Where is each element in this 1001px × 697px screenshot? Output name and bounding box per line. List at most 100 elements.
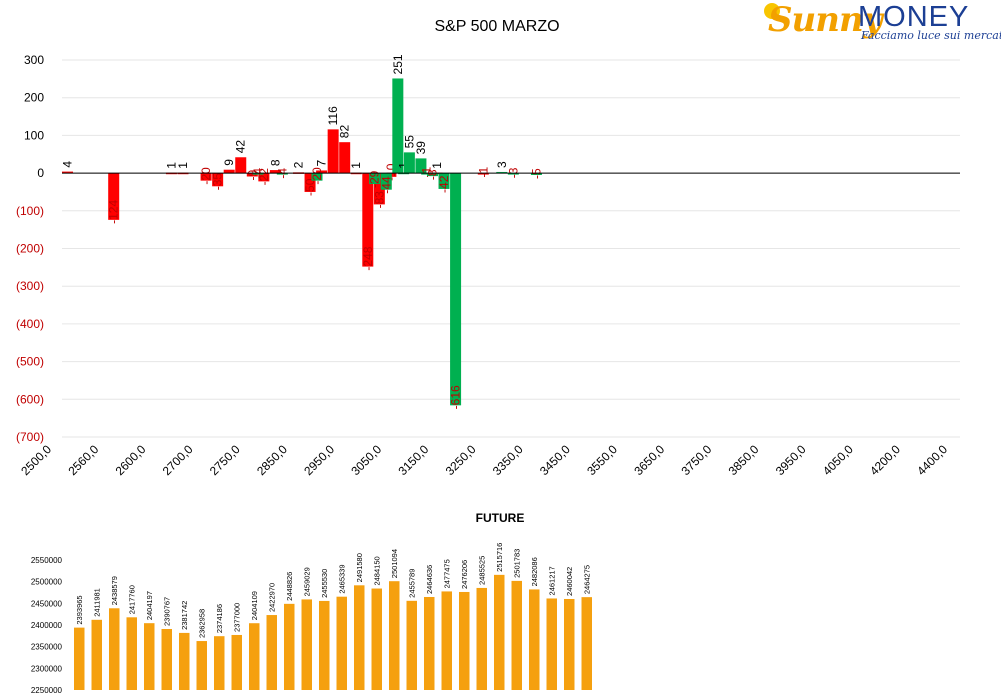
x-tick-label: 2600,0 [113,442,149,478]
data-label: -124 [107,200,121,224]
bar [252,173,264,175]
data-label: 1 [176,162,190,169]
future-data-label: 2501094 [390,549,399,578]
x-tick-label: 3550,0 [584,442,620,478]
future-data-label: 2501783 [513,549,522,578]
future-bar [144,623,155,690]
future-bar [319,600,330,690]
future-data-label: 2422970 [268,583,277,612]
future-bar [266,615,277,690]
future-y-tick-label: 2450000 [31,599,63,608]
y-tick-label: (700) [16,430,44,444]
future-bar [494,574,505,690]
data-label: -44 [379,176,393,194]
future-data-label: 2484150 [373,556,382,585]
bar [223,169,235,174]
future-data-label: 2438579 [110,576,119,605]
future-bar [354,585,365,690]
future-bar [476,587,487,690]
chart-title: S&P 500 MARZO [434,18,559,35]
future-data-label: 2448826 [285,572,294,601]
future-bar [546,598,557,690]
bar [369,173,381,185]
x-tick-label: 3350,0 [490,442,526,478]
x-tick-label: 4200,0 [867,442,903,478]
bar [380,173,392,190]
x-tick-label: 3250,0 [443,442,479,478]
future-y-tick-label: 2250000 [31,686,63,695]
future-bar [214,636,225,690]
bar [438,173,450,189]
y-tick-label: 300 [24,53,44,67]
future-data-label: 2515716 [495,543,504,572]
data-label: -20 [199,167,213,185]
future-data-label: 2482086 [530,557,539,586]
future-y-tick-label: 2550000 [31,556,63,565]
bar [392,78,404,174]
future-y-tick-label: 2300000 [31,664,63,673]
data-label: -22 [257,168,271,186]
y-tick-label: (400) [16,317,44,331]
future-data-label: 2461217 [548,566,557,595]
future-bar [301,599,312,690]
y-tick-label: (300) [16,279,44,293]
y-tick-label: (100) [16,204,44,218]
future-y-tick-label: 2500000 [31,578,63,587]
future-data-label: 2377000 [233,603,242,632]
y-tick-label: 100 [24,128,44,142]
future-title: FUTURE [476,511,525,525]
bar [327,129,339,174]
future-bar [406,600,417,690]
data-label: 4 [61,161,75,168]
bar [339,142,351,174]
future-data-label: 2464275 [583,565,592,594]
data-label: 1 [164,162,178,169]
x-tick-label: 3450,0 [537,442,573,478]
bar [421,173,433,175]
data-label: -35 [211,173,225,191]
x-tick-label: 2950,0 [301,442,337,478]
future-data-label: 2476206 [460,560,469,589]
data-label: -248 [361,246,375,270]
y-tick-label: (500) [16,355,44,369]
data-label: 7 [315,159,329,166]
data-label: -1 [420,166,434,177]
x-tick-label: 2700,0 [160,442,196,478]
future-data-label: 2411981 [93,588,102,617]
logo-brand-b: MONEY [858,1,970,33]
x-tick-label: 3150,0 [396,442,432,478]
future-data-label: 2381742 [180,601,189,630]
future-y-tick-label: 2400000 [31,621,63,630]
data-label: 1 [430,162,444,169]
data-label: 251 [391,54,405,74]
bar [507,173,519,175]
future-bar [564,598,575,690]
data-label: -9 [245,169,259,180]
future-data-label: 2404109 [250,591,259,620]
bar [403,152,415,174]
future-bar [126,617,137,690]
logo-brand-a: Sunny [768,0,882,40]
bar [246,173,258,177]
bar [304,173,316,192]
bar [311,173,323,181]
future-data-label: 2417760 [128,585,137,614]
x-tick-label: 2560,0 [65,442,101,478]
bar [235,157,247,174]
x-tick-label: 3750,0 [678,442,714,478]
future-bar [389,581,400,690]
data-label: -42 [437,175,451,193]
data-label: 3 [495,161,509,168]
future-data-label: 2393965 [75,595,84,624]
future-bar [371,588,382,690]
bar [362,173,374,267]
data-label: -616 [449,385,463,409]
data-label: 1 [397,162,411,169]
bar [258,173,270,182]
future-chart: FUTURE 2550000 2500000 2450000 2400000 235000… [31,511,592,695]
future-bar [424,596,435,690]
x-tick-label: 3050,0 [348,442,384,478]
future-bar [459,591,470,690]
bar [426,173,438,177]
data-label: 2 [292,161,306,168]
